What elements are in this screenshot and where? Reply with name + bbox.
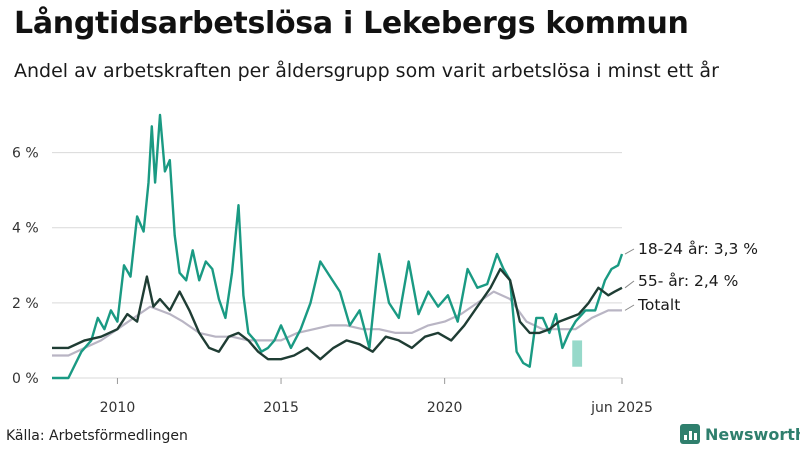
chart-subtitle: Andel av arbetskraften per åldersgrupp s…: [14, 60, 719, 82]
x-tick-label: jun 2025: [590, 400, 653, 416]
y-tick-label: 6 %: [12, 146, 39, 162]
series-lines: [52, 113, 624, 380]
shaded-band: [572, 340, 583, 367]
brand-name: Newsworthy: [705, 424, 800, 444]
end-label: 18-24 år: 3,3 %: [638, 240, 758, 258]
end-label: 55- år: 2,4 %: [638, 272, 738, 290]
chart-title: Långtidsarbetslösa i Lekebergs kommun: [14, 6, 689, 41]
series-line-18-24-r: [52, 113, 624, 380]
end-label-leader: [624, 304, 635, 311]
x-tick-label: 2015: [263, 400, 299, 416]
y-tick-label: 2 %: [12, 296, 39, 312]
end-label-leader: [624, 280, 635, 289]
x-axis-ticks: 2010 2015 2020 jun 2025: [100, 378, 653, 416]
end-label: Totalt: [637, 296, 680, 314]
source-note: Källa: Arbetsförmedlingen: [6, 428, 188, 444]
series-line-55-r: [52, 267, 623, 361]
band-rect: [572, 340, 583, 367]
end-label-leader: [624, 248, 635, 255]
series-line-totalt: [52, 290, 622, 357]
x-tick-label: 2010: [100, 400, 136, 416]
end-labels: 18-24 år: 3,3 % 55- år: 2,4 % Totalt: [624, 240, 758, 314]
x-tick-label: 2020: [427, 400, 463, 416]
newsworthy-logo-icon: [680, 424, 700, 444]
y-tick-label: 0 %: [12, 371, 39, 387]
brand-logo: Newsworthy: [680, 424, 800, 444]
y-axis-ticks: 0 % 2 % 4 % 6 %: [12, 146, 39, 387]
gridlines: [52, 152, 622, 379]
y-tick-label: 4 %: [12, 221, 39, 237]
